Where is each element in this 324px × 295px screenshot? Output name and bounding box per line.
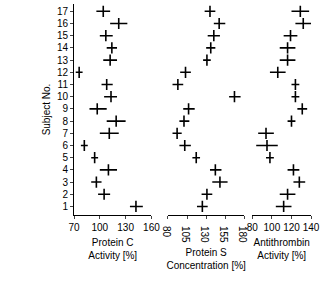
svg-text:1: 1 xyxy=(62,201,68,212)
svg-text:9: 9 xyxy=(62,103,68,114)
svg-text:130: 130 xyxy=(199,226,210,243)
svg-text:155: 155 xyxy=(218,226,229,243)
svg-text:Protein CActivity [%]: Protein CActivity [%] xyxy=(88,237,137,261)
svg-text:140: 140 xyxy=(303,222,320,233)
svg-text:80: 80 xyxy=(247,222,259,233)
svg-text:70: 70 xyxy=(68,222,80,233)
svg-text:8: 8 xyxy=(62,116,68,127)
svg-text:4: 4 xyxy=(62,164,68,175)
svg-text:130: 130 xyxy=(117,222,134,233)
svg-text:100: 100 xyxy=(91,222,108,233)
svg-text:11: 11 xyxy=(58,79,69,90)
svg-text:105: 105 xyxy=(180,226,191,243)
svg-text:13: 13 xyxy=(57,55,69,66)
svg-text:AntithrombinActivity [%]: AntithrombinActivity [%] xyxy=(254,237,310,261)
svg-text:120: 120 xyxy=(283,222,300,233)
svg-text:160: 160 xyxy=(143,222,160,233)
svg-text:12: 12 xyxy=(57,67,69,78)
svg-text:100: 100 xyxy=(264,222,281,233)
svg-text:180: 180 xyxy=(237,226,248,243)
svg-text:7: 7 xyxy=(62,128,68,139)
svg-text:6: 6 xyxy=(62,140,68,151)
svg-text:10: 10 xyxy=(57,91,69,102)
svg-text:Protein SConcentration [%]: Protein SConcentration [%] xyxy=(166,247,246,271)
svg-text:5: 5 xyxy=(62,152,68,163)
svg-text:14: 14 xyxy=(57,42,69,53)
svg-text:16: 16 xyxy=(57,18,69,29)
svg-text:Subject No.: Subject No. xyxy=(41,84,52,136)
svg-text:15: 15 xyxy=(57,30,69,41)
svg-text:2: 2 xyxy=(62,189,68,200)
svg-text:3: 3 xyxy=(62,177,68,188)
svg-text:80: 80 xyxy=(161,226,172,238)
svg-text:17: 17 xyxy=(57,6,69,17)
